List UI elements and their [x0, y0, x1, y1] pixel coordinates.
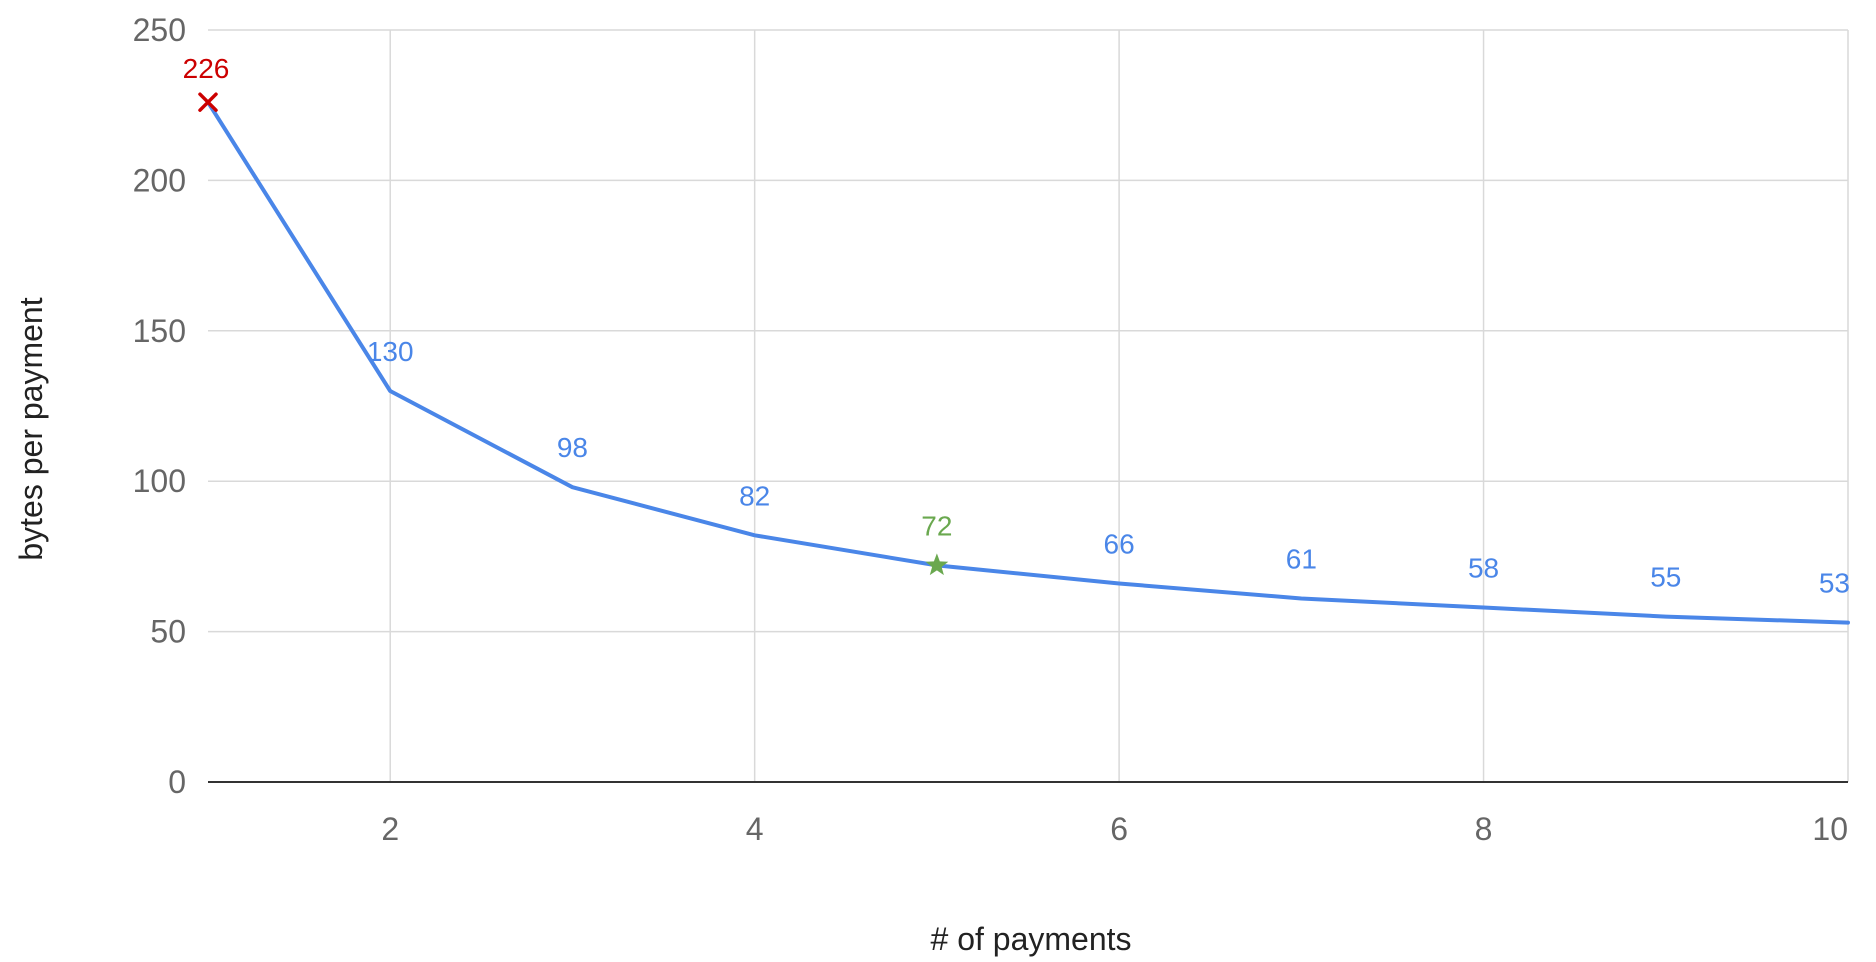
x-tick-label: 6 [1110, 811, 1128, 847]
data-label: 66 [1104, 528, 1135, 559]
x-tick-label: 2 [381, 811, 399, 847]
y-axis-title: bytes per payment [13, 297, 49, 560]
y-tick-label: 150 [133, 313, 186, 349]
x-mark-icon [198, 92, 218, 112]
data-label: 53 [1819, 568, 1850, 599]
data-label: 82 [739, 480, 770, 511]
series [206, 100, 1850, 625]
data-label: 226 [183, 53, 230, 84]
x-tick-label: 8 [1475, 811, 1493, 847]
grid [208, 29, 1849, 782]
x-axis-title: # of payments [931, 921, 1132, 957]
y-tick-label: 100 [133, 463, 186, 499]
y-tick-label: 50 [150, 614, 186, 650]
markers [198, 92, 949, 576]
x-tick-label: 10 [1812, 811, 1848, 847]
series-line [206, 100, 1850, 625]
y-tick-label: 200 [133, 162, 186, 198]
data-label: 130 [367, 336, 414, 367]
data-label: 72 [921, 510, 952, 541]
data-label: 98 [557, 432, 588, 463]
data-labels: 226 130 98 82 72 66 61 58 55 53 [183, 53, 1850, 598]
y-tick-label: 250 [133, 12, 186, 48]
x-tick-label: 4 [746, 811, 764, 847]
y-tick-label: 0 [168, 764, 186, 800]
star-icon [925, 553, 949, 576]
data-label: 58 [1468, 553, 1499, 584]
data-label: 55 [1650, 562, 1681, 593]
axes: 0 50 100 150 200 250 2 4 6 8 10 [133, 12, 1848, 847]
data-label: 61 [1286, 544, 1317, 575]
